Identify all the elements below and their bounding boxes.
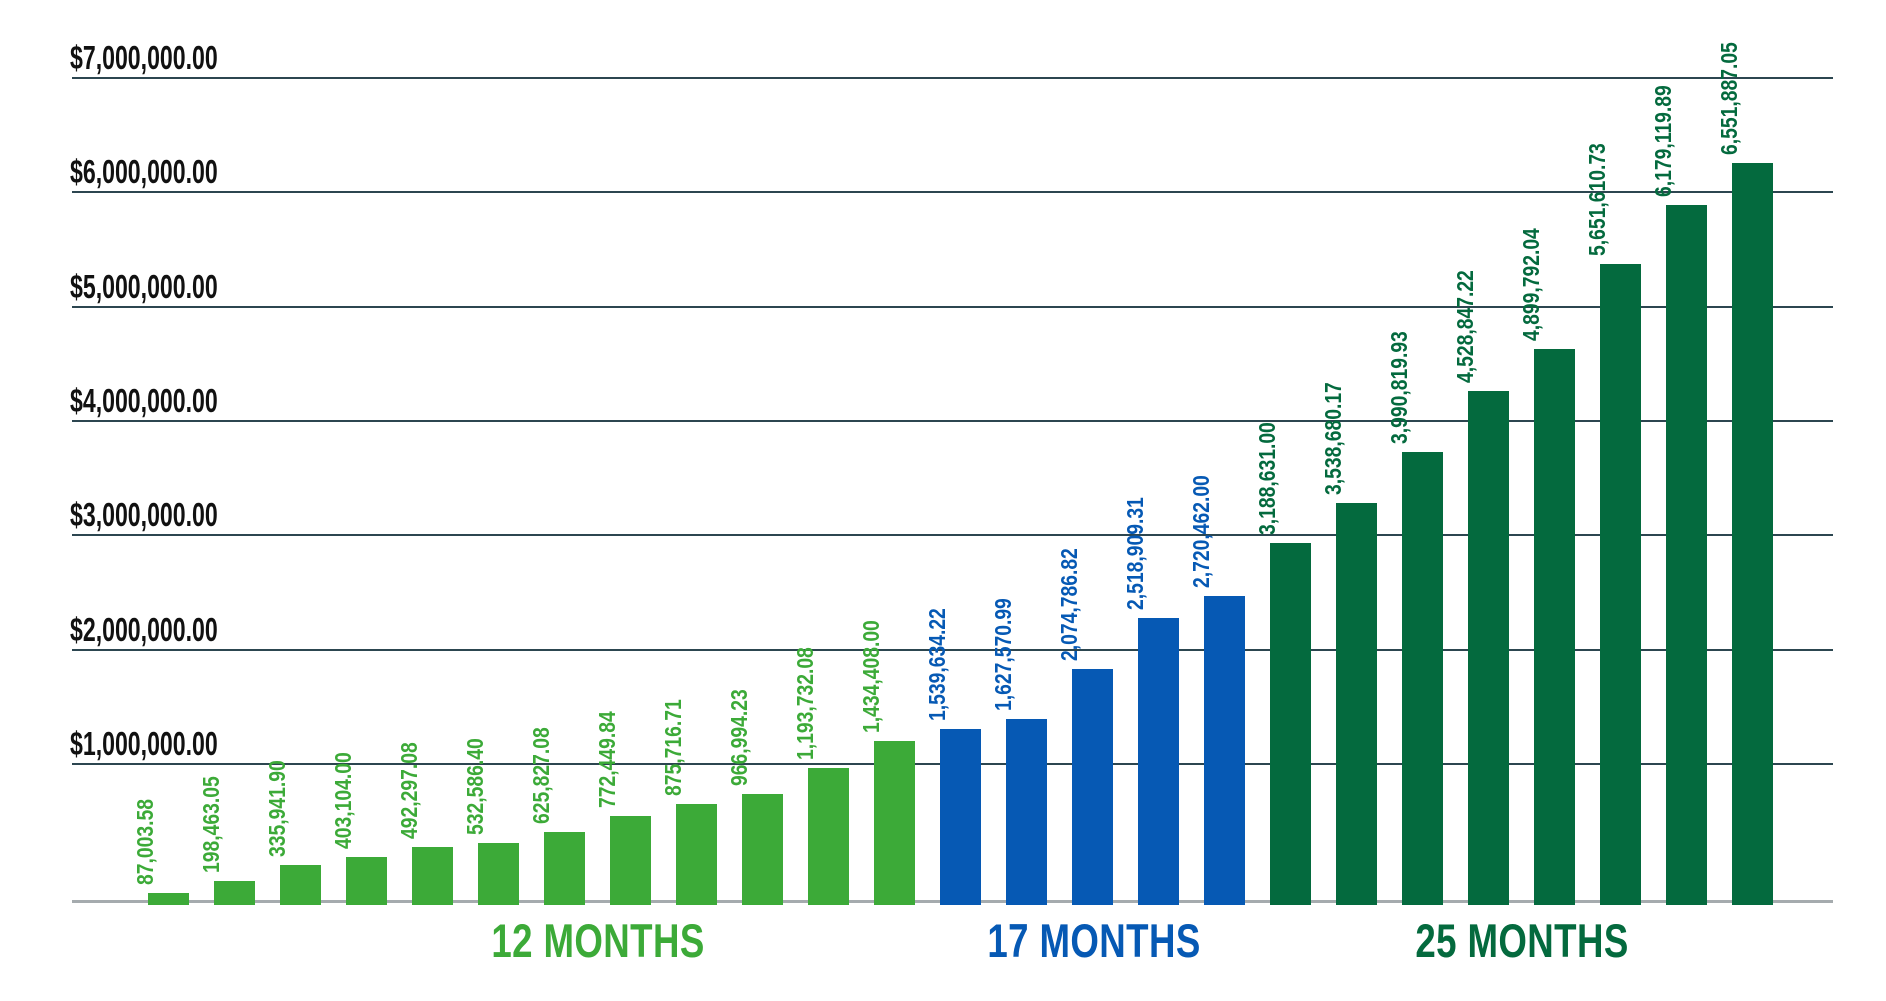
bar (1138, 618, 1179, 905)
bar-value-label: 2,518,909.31 (1122, 497, 1148, 611)
bar-value-label: 3,188,631.00 (1254, 421, 1280, 535)
bar-value-label: 966,994.23 (726, 689, 752, 786)
bar-value-label: 492,297.08 (396, 742, 422, 840)
bar-value-label: 3,538,680.17 (1320, 382, 1346, 496)
y-tick-label: $6,000,000.00 (70, 153, 218, 191)
bar (1336, 503, 1377, 905)
y-tick-label: $5,000,000.00 (70, 267, 218, 305)
bar-value-label: 2,720,462.00 (1188, 474, 1214, 588)
y-gridline (72, 534, 1833, 537)
bar (1666, 204, 1707, 905)
bar-value-label: 335,941.90 (264, 760, 290, 858)
bar (1534, 349, 1575, 905)
group-label: 25 MONTHS (1415, 914, 1629, 967)
bar-value-label: 772,449.84 (594, 710, 620, 808)
bar-value-label: 6,551,887.05 (1716, 41, 1742, 155)
bar-value-label: 6,179,119.89 (1650, 85, 1676, 197)
bar-value-label: 403,104.00 (330, 752, 356, 850)
bar (808, 768, 849, 905)
bar (742, 793, 783, 905)
bar-value-label: 4,528,847.22 (1452, 270, 1478, 384)
bar (544, 832, 585, 905)
bar-value-label: 875,716.71 (660, 699, 686, 797)
bar-value-label: 1,434,408.00 (858, 620, 884, 733)
bar-value-label: 87,003.58 (132, 799, 158, 886)
bar (1600, 264, 1641, 905)
y-tick-label: $7,000,000.00 (70, 39, 218, 76)
bar-value-label: 2,074,786.82 (1056, 547, 1082, 661)
group-label: 17 MONTHS (987, 914, 1201, 967)
bar (610, 815, 651, 905)
y-tick-label: $1,000,000.00 (70, 724, 218, 762)
bar (214, 880, 255, 905)
y-gridline (72, 419, 1833, 422)
bar-value-label: 1,193,732.08 (792, 647, 818, 761)
group-label: 12 MONTHS (491, 914, 705, 967)
y-gridline (72, 77, 1833, 79)
bar (1270, 542, 1311, 905)
y-gridline (72, 648, 1833, 651)
bar-value-label: 1,539,634.22 (924, 608, 950, 722)
y-tick-label: $2,000,000.00 (70, 610, 218, 648)
bar (1468, 391, 1509, 905)
bar (1072, 668, 1113, 905)
bar-value-label: 532,586.40 (462, 738, 488, 835)
y-gridline (72, 191, 1833, 194)
bar (1006, 719, 1047, 905)
bar-value-label: 4,899,792.04 (1518, 228, 1544, 342)
bar (1402, 452, 1443, 905)
bar (940, 729, 981, 905)
bar (412, 847, 453, 905)
y-gridline (72, 305, 1833, 308)
y-tick-label: $4,000,000.00 (70, 381, 218, 419)
bar-value-label: 5,651,610.73 (1584, 143, 1610, 257)
bar (478, 842, 519, 905)
bar (874, 740, 915, 905)
bar (1732, 162, 1773, 905)
bar-value-label: 3,990,819.93 (1386, 331, 1412, 445)
bar (346, 857, 387, 905)
bar (280, 865, 321, 905)
bar (1204, 595, 1245, 905)
bar-value-label: 625,827.08 (528, 727, 554, 825)
bar (676, 804, 717, 905)
bar-value-label: 1,627,570.99 (990, 598, 1016, 712)
y-tick-label: $3,000,000.00 (70, 496, 218, 534)
bar-value-label: 198,463.05 (198, 775, 224, 873)
bar (148, 893, 189, 905)
